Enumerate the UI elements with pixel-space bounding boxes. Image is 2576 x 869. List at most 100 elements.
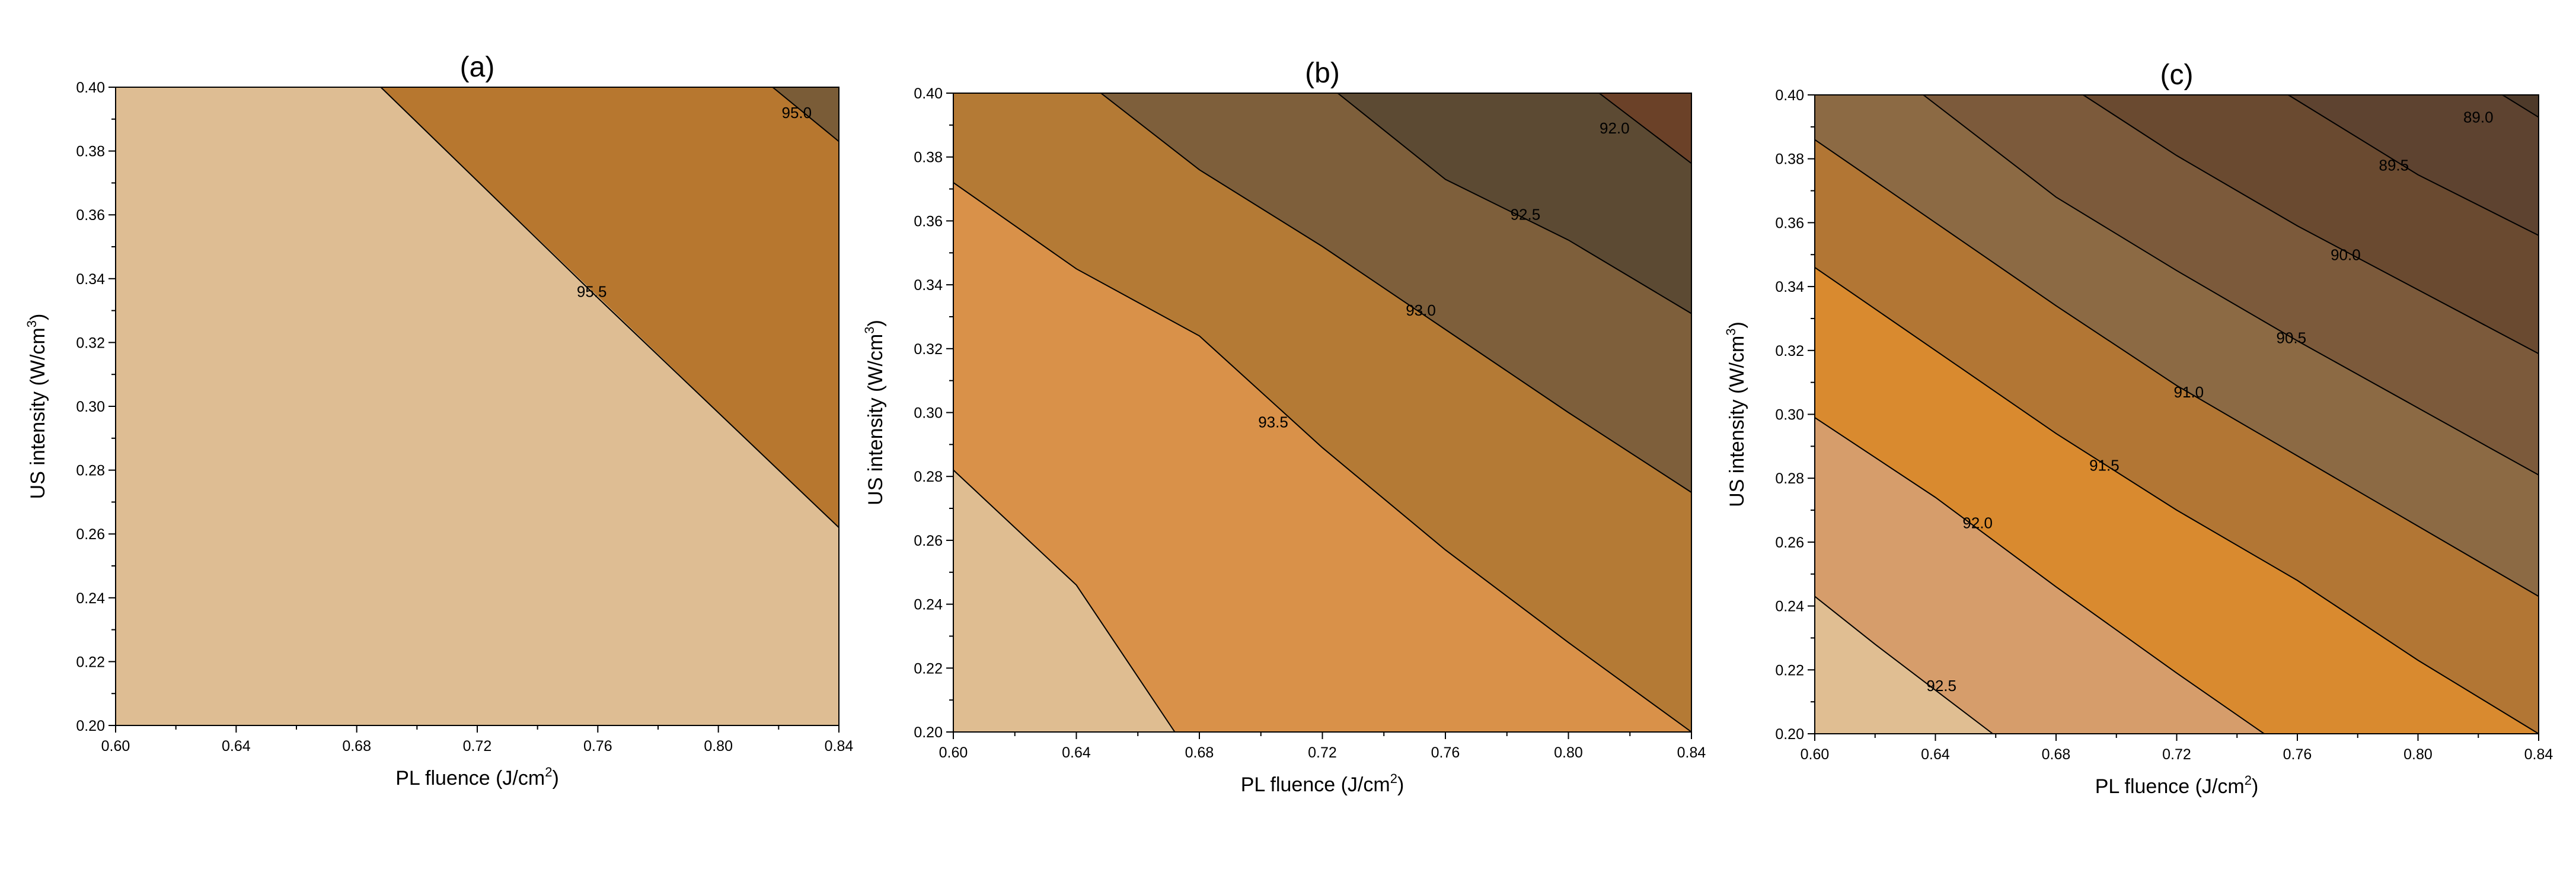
- x-tick-label: 0.76: [1431, 744, 1460, 761]
- y-tick-label: 0.20: [914, 724, 943, 741]
- y-tick-label: 0.40: [1775, 87, 1804, 104]
- y-tick-label: 0.36: [1775, 215, 1804, 231]
- x-axis: 0.60 0.64 0.68 0.72 0.76 0.80 0.84: [939, 732, 1706, 761]
- contour-labels: 93.5 93.0 92.5 92.0: [1258, 119, 1629, 431]
- y-tick-label: 0.26: [1775, 534, 1804, 551]
- contour-label-4: 90.5: [2277, 329, 2307, 346]
- contour-lines: [953, 93, 1692, 733]
- x-tick-label: 0.68: [342, 738, 371, 755]
- x-tick-label: 0.72: [1308, 744, 1337, 761]
- x-tick-label: 0.68: [1185, 744, 1214, 761]
- contour-line-0: [953, 469, 1176, 733]
- x-axis-label-text: PL fluence (J/cm: [395, 767, 545, 790]
- contour-line-1: [1814, 417, 2265, 734]
- contour-label-0: 95.5: [577, 282, 607, 300]
- contour-line-1: [953, 182, 1692, 733]
- y-tick-label: 0.34: [914, 277, 943, 294]
- contour-line-0: [380, 87, 839, 529]
- y-axis-label-superscript: 3: [24, 320, 39, 327]
- contour-line-3: [1814, 139, 2539, 597]
- y-axis-label-text: US intensity (W/cm: [27, 327, 49, 499]
- x-axis-label-end: ): [552, 767, 558, 790]
- y-tick-label: 0.38: [914, 149, 943, 166]
- y-tick-label: 0.22: [1775, 662, 1804, 679]
- contour-label-2: 93.0: [1406, 301, 1436, 319]
- y-axis-label: US intensity (W/cm3): [862, 320, 887, 505]
- y-tick-label: 0.38: [1775, 151, 1804, 168]
- y-tick-label: 0.36: [914, 213, 943, 230]
- y-tick-label: 0.22: [76, 654, 105, 670]
- contour-labels: 95.5 95.0: [577, 104, 812, 300]
- y-tick-label: 0.26: [914, 533, 943, 549]
- x-axis-label: PL fluence (J/cm2): [2095, 773, 2259, 798]
- y-tick-label: 0.38: [76, 144, 105, 160]
- contour-line-4: [1598, 93, 1692, 164]
- x-tick-label: 0.64: [1062, 744, 1091, 761]
- y-axis-label-superscript: 3: [862, 327, 877, 334]
- y-tick-label: 0.32: [76, 335, 105, 351]
- x-axis-label: PL fluence (J/cm2): [395, 765, 559, 790]
- contour-label-6: 89.5: [2379, 156, 2409, 174]
- x-axis-label-end: ): [2252, 775, 2258, 798]
- x-tick-label: 0.64: [222, 738, 251, 755]
- x-axis-label-text: PL fluence (J/cm: [1241, 773, 1390, 796]
- y-tick-label: 0.24: [1775, 599, 1804, 615]
- y-axis: 0.20 0.22 0.24 0.26 0.28 0.30 0.32 0.34 0.36 0.38…: [1775, 87, 1815, 743]
- contour-line-5: [2083, 94, 2539, 355]
- x-tick-label: 0.80: [1554, 744, 1583, 761]
- x-axis-label-superscript: 2: [545, 765, 552, 779]
- x-tick-label: 0.80: [2403, 746, 2433, 763]
- x-axis-label-text: PL fluence (J/cm: [2095, 775, 2245, 798]
- contour-label-5: 90.0: [2331, 246, 2361, 263]
- x-tick-label: 0.84: [825, 738, 854, 755]
- x-axis: 0.60 0.64 0.68 0.72 0.76 0.80 0.84: [1801, 734, 2553, 763]
- x-tick-label: 0.72: [2162, 746, 2191, 763]
- y-tick-label: 0.34: [76, 271, 105, 288]
- contour-line-2: [1100, 93, 1692, 493]
- contour-label-1: 92.0: [1962, 514, 1993, 532]
- x-axis-label: PL fluence (J/cm2): [1241, 771, 1404, 796]
- panel-title: (c): [2160, 59, 2194, 91]
- contour-panel-c: 92.5 92.0 91.5 91.0 90.5 90.0 89.5 89.0 0.60 0.64…: [1723, 59, 2553, 798]
- x-tick-label: 0.76: [2283, 746, 2312, 763]
- x-tick-label: 0.84: [2524, 746, 2553, 763]
- contour-panel-b: 93.5 93.0 92.5 92.0 0.60 0.64 0.68 0.72 0.76 0.80…: [862, 58, 1706, 796]
- y-tick-label: 0.22: [914, 660, 943, 677]
- y-tick-label: 0.28: [914, 469, 943, 485]
- y-tick-label: 0.30: [914, 405, 943, 422]
- contour-panel-a: 95.5 95.0 0.60 0.64 0.68 0.72 0.76 0.80 0.84 0.20…: [24, 52, 854, 790]
- y-axis-label: US intensity (W/cm3): [1723, 322, 1748, 507]
- x-axis-label-end: ): [1397, 773, 1404, 796]
- y-tick-label: 0.26: [76, 526, 105, 543]
- y-tick-label: 0.40: [914, 85, 943, 102]
- y-tick-label: 0.28: [1775, 470, 1804, 487]
- contour-line-6: [2288, 94, 2539, 236]
- y-tick-label: 0.30: [76, 399, 105, 415]
- contour-line-4: [1923, 94, 2539, 476]
- x-tick-label: 0.60: [939, 744, 968, 761]
- y-tick-label: 0.28: [76, 463, 105, 479]
- contour-label-3: 92.5: [1511, 206, 1541, 224]
- y-tick-label: 0.34: [1775, 279, 1804, 295]
- x-axis-label-superscript: 2: [1390, 771, 1397, 786]
- contour-lines: [380, 87, 839, 529]
- contour-label-1: 95.0: [782, 104, 812, 122]
- x-axis: 0.60 0.64 0.68 0.72 0.76 0.80 0.84: [101, 725, 854, 755]
- contour-line-7: [2502, 94, 2539, 118]
- contour-regions: [953, 93, 1693, 733]
- x-tick-label: 0.76: [583, 738, 612, 755]
- contour-regions: [115, 87, 839, 726]
- x-tick-label: 0.68: [2042, 746, 2071, 763]
- contour-labels: 92.5 92.0 91.5 91.0 90.5 90.0 89.5 89.0: [1926, 109, 2493, 695]
- y-axis: 0.20 0.22 0.24 0.26 0.28 0.30 0.32 0.34 0.36 0.38…: [914, 85, 953, 741]
- y-tick-label: 0.24: [76, 590, 105, 607]
- y-axis: 0.20 0.22 0.24 0.26 0.28 0.30 0.32 0.34 0.36 0.38…: [76, 79, 116, 734]
- y-axis-label-text: US intensity (W/cm: [864, 334, 887, 505]
- contour-line-1: [772, 87, 839, 142]
- y-tick-label: 0.32: [1775, 343, 1804, 359]
- x-tick-label: 0.84: [1677, 744, 1706, 761]
- x-tick-label: 0.60: [1801, 746, 1830, 763]
- y-tick-label: 0.36: [76, 207, 105, 224]
- y-axis-label-end: ): [27, 314, 49, 320]
- contour-lines: [1814, 94, 2539, 734]
